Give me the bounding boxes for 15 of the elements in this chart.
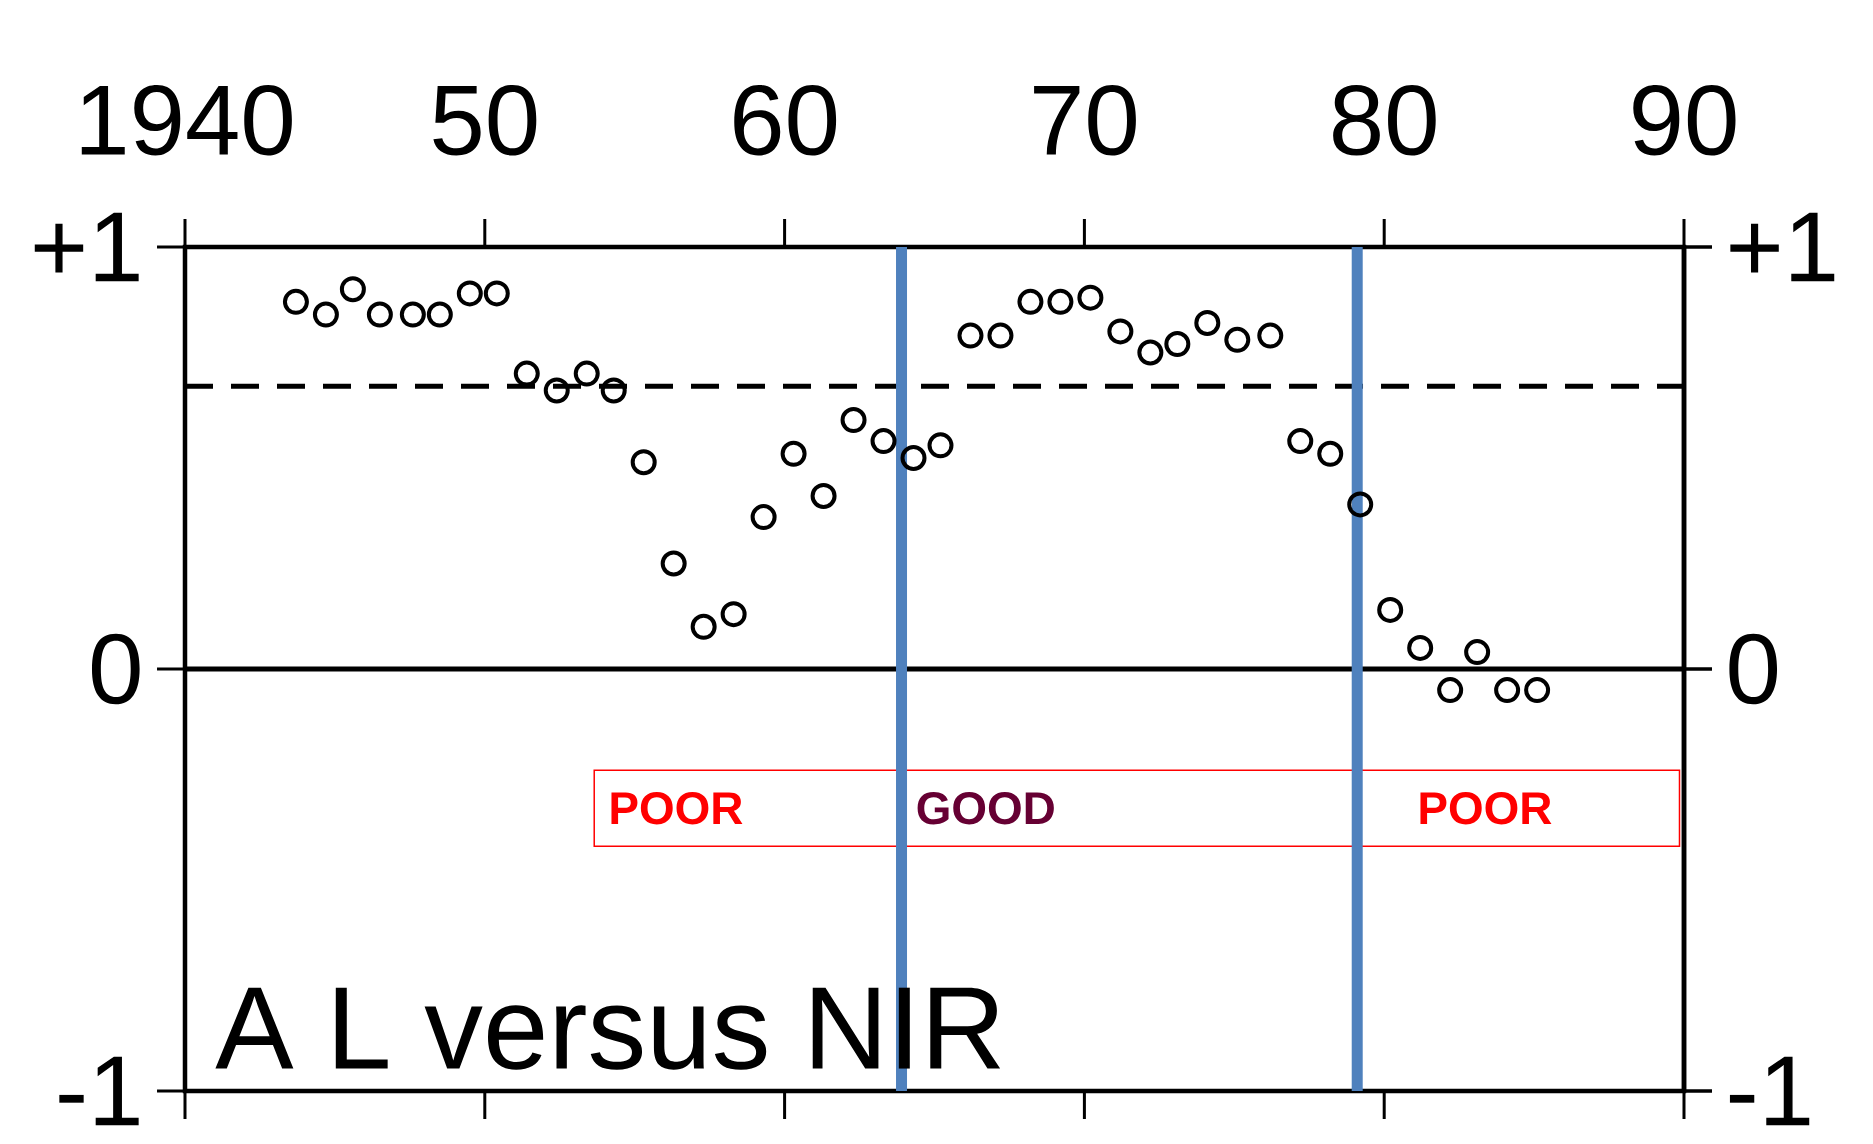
x-tick-label: 50 <box>433 84 537 156</box>
x-tick-label: 60 <box>734 84 837 156</box>
x-tick-label: 90 <box>1633 84 1736 156</box>
y-tick-label: -1 <box>59 1056 139 1126</box>
annotation: POOR <box>611 792 743 825</box>
y2-tick-label: -1 <box>1729 1056 1810 1126</box>
y2-tick-label: +1 <box>1730 212 1835 282</box>
annotation: POOR <box>1420 792 1552 825</box>
x-tick-label: 80 <box>1333 84 1436 156</box>
x-tick-label: 70 <box>1034 84 1136 156</box>
y-tick-label: +1 <box>34 212 139 282</box>
y-tick-label: 0 <box>91 633 140 705</box>
annotation: GOOD <box>917 792 1054 825</box>
x-tick-label: 1940 <box>81 84 292 156</box>
y2-tick-label: 0 <box>1729 633 1778 705</box>
